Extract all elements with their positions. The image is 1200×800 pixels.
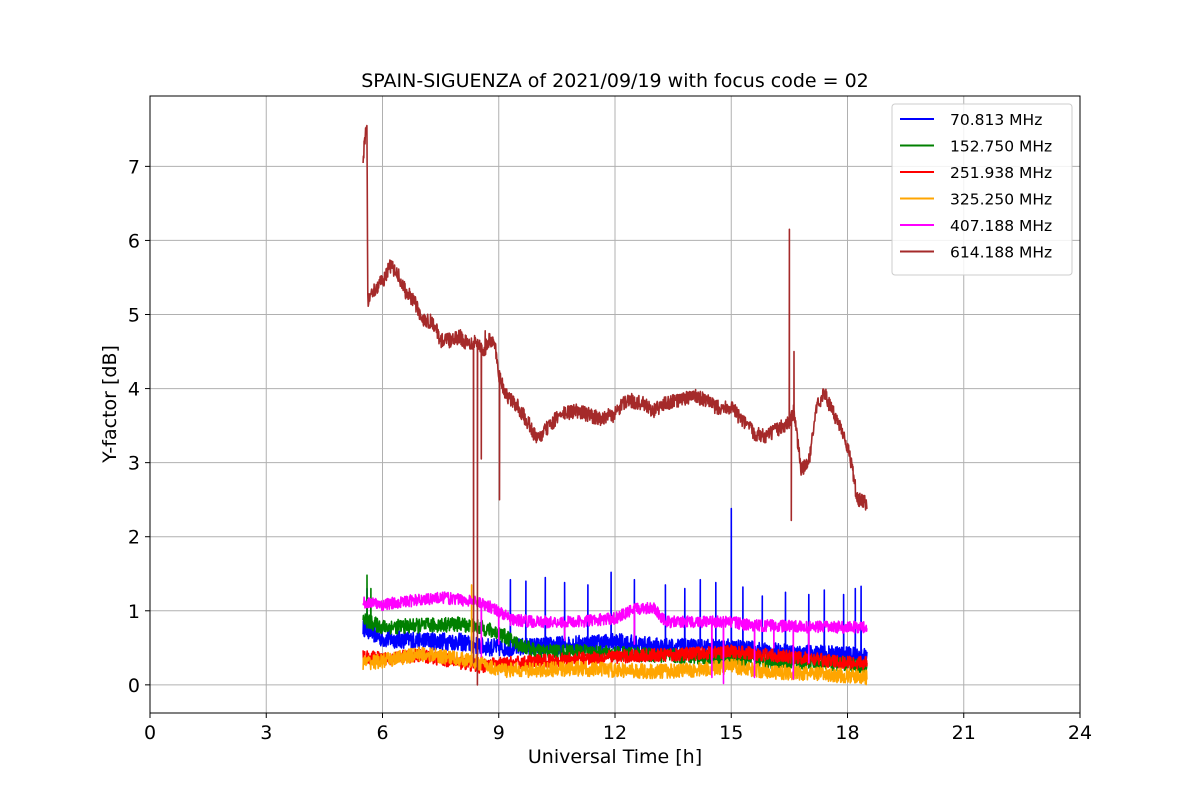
legend: 70.813 MHz 152.750 MHz 251.938 MHz 325.250 … [891, 103, 1073, 276]
legend-label: 70.813 MHz [950, 111, 1042, 129]
legend-label: 325.250 MHz [950, 191, 1052, 209]
plot-series [362, 124, 868, 686]
x-tick-label: 12 [603, 722, 627, 744]
y-tick-label: 2 [128, 527, 140, 549]
x-tick-label: 0 [144, 722, 156, 744]
series-line-5 [362, 124, 868, 686]
x-tick-label: 18 [835, 722, 859, 744]
series-line-2 [362, 644, 868, 674]
x-tick-label: 3 [260, 722, 272, 744]
series-line-4 [362, 591, 868, 685]
y-tick-label: 0 [128, 675, 140, 697]
legend-box [891, 103, 1073, 276]
legend-label: 251.938 MHz [950, 164, 1052, 182]
x-tick-label: 24 [1068, 722, 1092, 744]
y-tick-label: 1 [128, 601, 140, 623]
chart-title: SPAIN-SIGUENZA of 2021/09/19 with focus … [361, 70, 869, 92]
x-axis-label: Universal Time [h] [528, 746, 702, 768]
legend-label: 614.188 MHz [950, 244, 1052, 262]
legend-label: 407.188 MHz [950, 217, 1052, 235]
x-tick-label: 6 [376, 722, 388, 744]
y-axis-label: Y-factor [dB] [99, 345, 121, 464]
y-tick-label: 6 [128, 230, 140, 252]
x-tick-label: 21 [952, 722, 976, 744]
y-tick-label: 3 [128, 453, 140, 475]
y-tick-label: 4 [128, 379, 140, 401]
y-tick-label: 5 [128, 305, 140, 327]
legend-label: 152.750 MHz [950, 138, 1052, 156]
x-tick-label: 9 [493, 722, 505, 744]
series-line-3 [362, 584, 868, 686]
x-tick-label: 15 [719, 722, 743, 744]
y-tick-label: 7 [128, 156, 140, 178]
